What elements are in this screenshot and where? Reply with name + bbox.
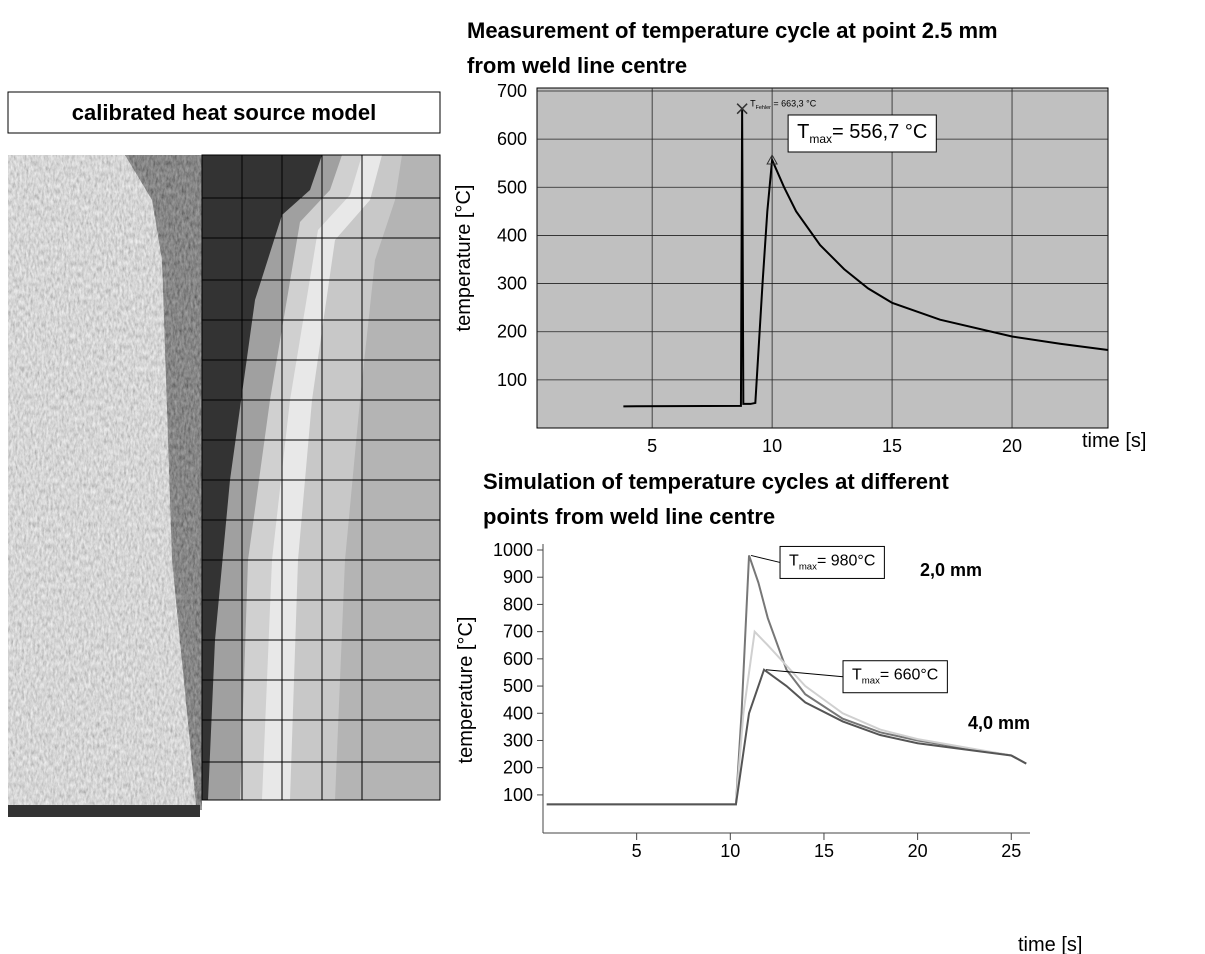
- annotation-tail: = 980°C: [817, 552, 875, 569]
- leader-line: [765, 669, 844, 678]
- micrograph: [8, 155, 202, 817]
- y-tick-label: 500: [503, 676, 533, 696]
- y-tick-label: 300: [503, 730, 533, 750]
- annotation-main: T: [797, 121, 809, 143]
- series-line: [546, 668, 1027, 806]
- annotation-text: Tmax= 556,7 °C: [797, 121, 927, 146]
- series-line: [546, 555, 1027, 806]
- label-box: [7, 91, 441, 134]
- annotation-sub: Fehler: [756, 105, 771, 111]
- contour-mesh: [201, 154, 441, 801]
- annotation-box: [842, 660, 948, 694]
- annotation-main: T: [789, 552, 799, 569]
- x-tick-label: 10: [762, 436, 782, 456]
- peak-marker: [736, 103, 748, 115]
- x-tick-label: 20: [908, 841, 928, 861]
- x-tick-label: 15: [814, 841, 834, 861]
- leader-line: [750, 554, 781, 563]
- y-tick-label: 600: [503, 649, 533, 669]
- x-tick-label: 5: [647, 436, 657, 456]
- y-tick-label: 500: [497, 177, 527, 197]
- chart-title: Measurement of temperature cycle at poin…: [467, 18, 998, 78]
- annotation-main: T: [852, 667, 862, 684]
- x-axis-label: time [s]: [1018, 934, 1082, 954]
- y-tick-label: 400: [497, 225, 527, 245]
- y-tick-label: 200: [497, 322, 527, 342]
- y-tick-label: 700: [503, 622, 533, 642]
- annotation-tail: = 660°C: [880, 667, 938, 684]
- x-tick-label: 20: [1002, 436, 1022, 456]
- annotation: TFehler = 663,3 °C: [750, 99, 817, 111]
- y-tick-label: 400: [503, 703, 533, 723]
- annotation-main: T: [750, 99, 756, 109]
- x-tick-label: 15: [882, 436, 902, 456]
- annotation-sub: max: [862, 676, 880, 687]
- series-line: [623, 108, 1109, 408]
- annotation: Tmax= 980°C: [750, 545, 885, 579]
- x-tick-label: 10: [720, 841, 740, 861]
- annotation-box: [787, 114, 937, 153]
- y-tick-label: 300: [497, 274, 527, 294]
- y-tick-label: 600: [497, 129, 527, 149]
- annotation-text: Tmax= 660°C: [852, 667, 938, 687]
- annotation-tail: = 663,3 °C: [771, 99, 817, 109]
- annotation-sub: max: [799, 561, 817, 572]
- series-label: 2,0 mm: [920, 560, 982, 580]
- annotation: Tmax= 556,7 °C: [787, 114, 937, 153]
- annotation-tail: = 556,7 °C: [832, 121, 927, 143]
- y-tick-label: 200: [503, 758, 533, 778]
- x-axis-label: time [s]: [1082, 430, 1146, 452]
- y-tick-label: 100: [497, 370, 527, 390]
- peak-marker: [766, 153, 778, 165]
- image-label: calibrated heat source model: [72, 100, 376, 125]
- annotation-text: TFehler = 663,3 °C: [750, 99, 817, 111]
- x-tick-label: 25: [1001, 841, 1021, 861]
- y-tick-label: 1000: [493, 540, 533, 560]
- y-tick-label: 700: [497, 81, 527, 101]
- chart-title: Simulation of temperature cycles at diff…: [483, 469, 949, 529]
- y-tick-label: 900: [503, 567, 533, 587]
- series-line: [546, 629, 1027, 806]
- y-tick-label: 100: [503, 785, 533, 805]
- annotation: Tmax= 660°C: [765, 660, 948, 694]
- annotation-box: [779, 545, 885, 579]
- annotation-text: Tmax= 980°C: [789, 552, 875, 572]
- series-label: 4,0 mm: [968, 713, 1030, 733]
- x-tick-label: 5: [632, 841, 642, 861]
- y-axis-label: temperature [°C]: [453, 185, 475, 332]
- y-axis-label: temperature [°C]: [455, 617, 477, 764]
- annotation-sub: max: [809, 132, 832, 146]
- y-tick-label: 800: [503, 594, 533, 614]
